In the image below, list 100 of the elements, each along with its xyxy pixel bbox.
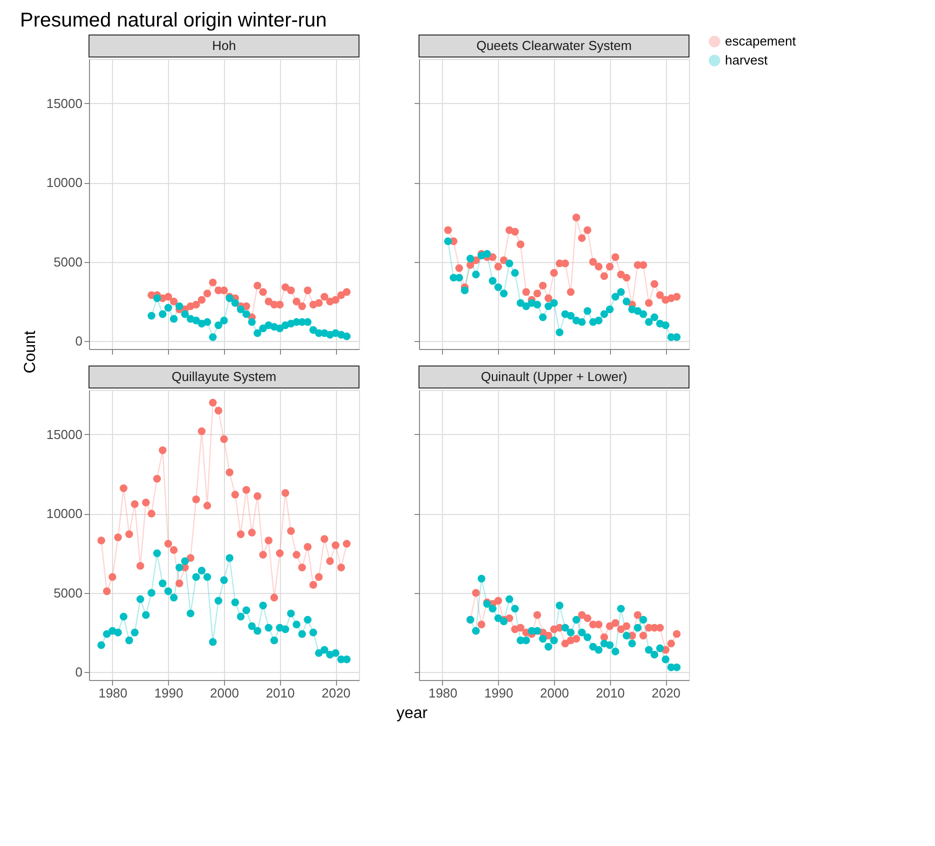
point — [650, 280, 658, 288]
point — [550, 269, 558, 277]
point — [153, 474, 161, 483]
point — [561, 624, 570, 632]
x-tick-label: 2020 — [652, 686, 681, 700]
point — [214, 596, 222, 605]
legend-label: escapement — [725, 34, 796, 48]
point — [254, 282, 262, 290]
point — [164, 540, 172, 548]
point — [472, 588, 480, 597]
point — [298, 630, 306, 638]
point — [130, 500, 139, 508]
point — [516, 624, 524, 632]
y-tick-label: 15000 — [46, 96, 82, 111]
point — [220, 316, 228, 324]
point — [533, 290, 542, 298]
point — [287, 610, 295, 618]
point — [320, 646, 328, 654]
point — [556, 602, 564, 610]
point — [332, 296, 340, 304]
point — [120, 612, 128, 620]
point — [656, 644, 664, 652]
point — [342, 540, 351, 548]
point — [203, 573, 212, 581]
point — [662, 321, 670, 330]
point — [594, 646, 602, 654]
point — [125, 530, 134, 538]
x-tick-label: 2010 — [266, 686, 295, 700]
point — [511, 228, 519, 236]
point — [259, 602, 267, 610]
point — [600, 272, 608, 280]
point — [208, 638, 217, 646]
point — [153, 549, 161, 558]
point — [667, 640, 676, 648]
point — [332, 541, 340, 550]
point — [142, 611, 150, 619]
point — [148, 510, 156, 518]
point — [500, 290, 508, 298]
point — [656, 624, 664, 632]
point — [264, 536, 272, 544]
point — [130, 628, 139, 636]
point — [589, 258, 597, 266]
point — [634, 307, 642, 315]
point — [578, 628, 586, 636]
point — [460, 286, 469, 294]
chart-title: Quillayute System — [172, 369, 276, 384]
point — [617, 270, 625, 278]
point — [584, 633, 592, 642]
point — [600, 633, 608, 642]
text: Presumed natural origin winter-run — [20, 10, 327, 32]
point — [617, 288, 625, 296]
point — [611, 292, 620, 301]
point — [650, 650, 658, 659]
point — [589, 642, 597, 651]
point — [584, 614, 592, 622]
point — [494, 596, 502, 605]
point — [264, 298, 272, 306]
point — [281, 283, 290, 292]
point — [192, 300, 200, 308]
point — [538, 634, 547, 643]
point — [561, 260, 570, 268]
point — [650, 313, 658, 322]
y-tick-label: 10000 — [46, 506, 82, 522]
point — [248, 318, 256, 326]
point — [170, 546, 178, 554]
point — [332, 649, 340, 657]
point — [192, 495, 200, 504]
point — [176, 579, 184, 588]
point — [611, 619, 620, 627]
point — [226, 468, 234, 476]
x-tick-label: 2010 — [596, 686, 625, 700]
point — [304, 543, 312, 551]
point — [108, 573, 116, 581]
point — [292, 620, 300, 628]
point — [538, 313, 547, 322]
point — [500, 256, 508, 264]
point — [617, 625, 625, 634]
point — [164, 587, 172, 596]
point — [533, 300, 542, 308]
point — [254, 627, 262, 635]
point — [192, 316, 200, 324]
point — [125, 636, 134, 644]
point — [254, 329, 262, 338]
point — [606, 641, 614, 649]
point — [198, 296, 206, 304]
point — [276, 324, 284, 332]
point — [276, 549, 284, 558]
point — [342, 288, 351, 296]
point — [572, 616, 580, 624]
point — [472, 270, 480, 278]
y-axis-title: Count — [22, 330, 39, 374]
point — [304, 286, 312, 294]
point — [578, 234, 586, 242]
point — [522, 288, 530, 296]
x-tick-label: 2000 — [210, 686, 239, 700]
point — [566, 312, 575, 320]
point — [478, 620, 486, 628]
point — [248, 528, 256, 536]
point — [561, 640, 570, 648]
point — [259, 288, 267, 296]
